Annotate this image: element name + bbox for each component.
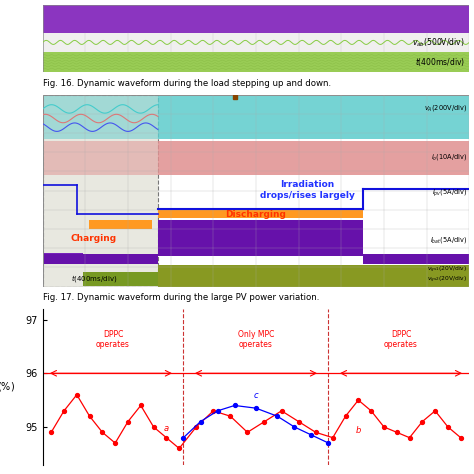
Text: $I_{pv}$(5A/div): $I_{pv}$(5A/div) xyxy=(432,188,467,199)
Bar xyxy=(43,96,158,139)
Text: $b$: $b$ xyxy=(355,424,362,435)
Bar xyxy=(83,272,158,285)
Bar xyxy=(158,141,469,175)
Bar xyxy=(89,220,152,229)
Y-axis label: $\eta$(%): $\eta$(%) xyxy=(0,380,15,394)
Text: $v_{gs1}$(20V/div): $v_{gs1}$(20V/div) xyxy=(427,265,467,275)
Text: $c$: $c$ xyxy=(253,391,259,400)
Text: Charging: Charging xyxy=(71,234,117,243)
Text: Fig. 17. Dynamic waveform during the large PV power variation.: Fig. 17. Dynamic waveform during the lar… xyxy=(43,293,319,302)
Text: Only MPC
operates: Only MPC operates xyxy=(238,330,274,349)
Text: DPPC
operates: DPPC operates xyxy=(384,330,418,349)
Bar xyxy=(43,141,158,175)
Bar xyxy=(158,220,363,256)
Text: $a$: $a$ xyxy=(163,424,170,433)
Text: $I_{bat}$(5A/div): $I_{bat}$(5A/div) xyxy=(430,236,467,246)
Text: $v_{ab}$(500V/div): $v_{ab}$(500V/div) xyxy=(412,36,465,49)
Text: $t$(400ms/div): $t$(400ms/div) xyxy=(415,56,465,68)
Text: Discharging: Discharging xyxy=(226,210,286,219)
Text: $v_A$(200V/div): $v_A$(200V/div) xyxy=(424,103,467,113)
Text: DPPC
operates: DPPC operates xyxy=(96,330,130,349)
Bar xyxy=(158,265,469,286)
Text: $t$(400ms/div): $t$(400ms/div) xyxy=(71,273,117,284)
Text: Fig. 16. Dynamic waveform during the load stepping up and down.: Fig. 16. Dynamic waveform during the loa… xyxy=(43,79,331,88)
Text: $v_{gs2}$(20V/div): $v_{gs2}$(20V/div) xyxy=(427,275,467,285)
Bar xyxy=(363,254,469,264)
Bar xyxy=(43,94,158,286)
Bar xyxy=(158,96,469,139)
Text: Irradiation
drops/rises largely: Irradiation drops/rises largely xyxy=(260,180,355,200)
Bar xyxy=(43,5,469,33)
Text: $i_o$(10A/div): $i_o$(10A/div) xyxy=(430,152,467,162)
Bar xyxy=(43,253,83,264)
Bar xyxy=(43,33,469,52)
Bar xyxy=(43,254,158,264)
Bar xyxy=(43,52,469,72)
Bar xyxy=(158,210,363,219)
